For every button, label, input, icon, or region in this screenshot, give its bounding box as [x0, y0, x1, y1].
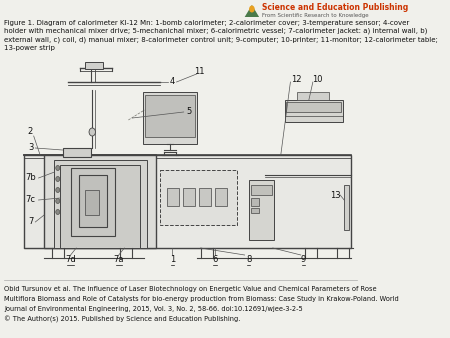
Text: 7b: 7b: [25, 173, 36, 183]
Bar: [297, 92, 329, 100]
Bar: [251, 198, 259, 206]
Circle shape: [56, 188, 60, 193]
Text: © The Author(s) 2015. Published by Science and Education Publishing.: © The Author(s) 2015. Published by Scien…: [4, 316, 240, 323]
Text: 13: 13: [330, 191, 341, 199]
Bar: [285, 100, 342, 122]
Text: Multiflora Biomass and Role of Catalysts for bio-energy production from Biomass:: Multiflora Biomass and Role of Catalysts…: [4, 296, 399, 302]
Bar: [286, 102, 341, 112]
Text: 4: 4: [170, 77, 175, 87]
Bar: [24, 155, 351, 248]
Text: 10: 10: [312, 75, 322, 84]
Polygon shape: [245, 5, 259, 17]
Bar: [145, 95, 195, 137]
Bar: [161, 170, 237, 225]
Text: 11: 11: [194, 68, 204, 76]
Text: 5: 5: [186, 107, 191, 117]
Text: 7c: 7c: [26, 195, 36, 204]
Text: 9: 9: [301, 256, 306, 265]
Bar: [85, 62, 103, 69]
Bar: [60, 165, 140, 248]
Bar: [71, 168, 115, 236]
Bar: [215, 188, 227, 206]
Text: From Scientific Research to Knowledge: From Scientific Research to Knowledge: [262, 13, 369, 18]
Bar: [63, 148, 90, 157]
Text: Journal of Environmental Engineering, 2015, Vol. 3, No. 2, 58-66. doi:10.12691/w: Journal of Environmental Engineering, 20…: [4, 306, 303, 312]
Bar: [251, 185, 272, 195]
Circle shape: [56, 210, 60, 215]
Text: 3: 3: [28, 144, 33, 152]
Circle shape: [56, 176, 60, 182]
Bar: [85, 190, 99, 215]
Bar: [249, 180, 274, 240]
Circle shape: [249, 5, 255, 13]
Text: 2: 2: [28, 127, 33, 137]
Bar: [143, 92, 198, 144]
Bar: [199, 188, 211, 206]
Circle shape: [89, 128, 95, 136]
Text: Science and Education Publishing: Science and Education Publishing: [262, 3, 409, 13]
Text: 7a: 7a: [113, 256, 124, 265]
Bar: [167, 188, 179, 206]
Bar: [44, 155, 157, 248]
Text: 7: 7: [28, 217, 33, 226]
Text: Figure 1. Diagram of calorimeter Kl-12 Mn: 1-bomb calorimeter; 2-calorimeter cov: Figure 1. Diagram of calorimeter Kl-12 M…: [4, 20, 438, 51]
Circle shape: [56, 198, 60, 203]
Text: 7d: 7d: [65, 256, 76, 265]
Circle shape: [56, 166, 60, 170]
Text: 1: 1: [170, 256, 175, 265]
Bar: [251, 208, 259, 213]
Bar: [54, 160, 147, 248]
Text: 12: 12: [292, 75, 302, 84]
Bar: [183, 188, 195, 206]
Bar: [344, 185, 349, 230]
Bar: [79, 175, 107, 227]
Text: 6: 6: [212, 256, 218, 265]
Text: 8: 8: [246, 256, 252, 265]
Text: Obid Tursunov et al. The Influence of Laser Biotechnology on Energetic Value and: Obid Tursunov et al. The Influence of La…: [4, 286, 377, 292]
